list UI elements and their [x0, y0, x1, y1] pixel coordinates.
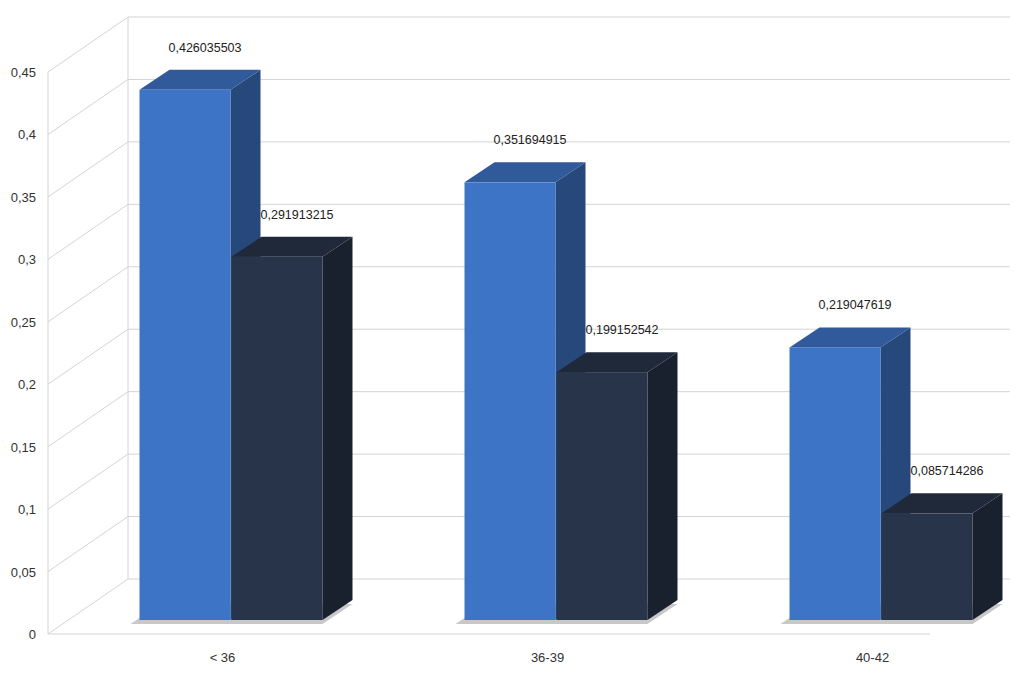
y-tick-label: 0,35 — [11, 190, 36, 205]
y-tick-labels: 0 0,05 0,1 0,15 0,2 0,25 0,3 0,35 0,4 0,45 — [11, 65, 36, 642]
y-axis-front-line — [48, 72, 49, 634]
y-tick-label: 0,2 — [18, 377, 36, 392]
data-label: 0,351694915 — [494, 133, 567, 147]
bar — [882, 493, 1003, 620]
bar — [232, 237, 353, 620]
x-tick-label: 40-42 — [856, 650, 889, 665]
y-tick-label: 0,4 — [18, 127, 36, 142]
grid-line — [48, 17, 1010, 72]
y-tick-label: 0,45 — [11, 65, 36, 80]
data-labels: 0,426035503 0,351694915 0,219047619 0,29191… — [169, 41, 984, 479]
chart-root: 0 0,05 0,1 0,15 0,2 0,25 0,3 0,35 0,4 0,45 0,42603… — [0, 0, 1024, 673]
data-label: 0,085714286 — [911, 464, 984, 478]
bar-front — [465, 182, 556, 620]
bar-top — [790, 327, 911, 347]
x-axis-line — [48, 634, 930, 635]
bar-front — [790, 347, 881, 620]
x-tick-label: 36-39 — [531, 650, 564, 665]
bar-side — [648, 352, 678, 620]
bar-front — [140, 90, 231, 620]
bars — [131, 70, 1003, 624]
bar-top — [882, 493, 1003, 513]
y-tick-label: 0,3 — [18, 252, 36, 267]
bar-front — [557, 372, 648, 620]
grid — [48, 17, 1010, 634]
bar-top — [557, 352, 678, 372]
x-tick-labels: < 36 36-39 40-42 — [210, 650, 889, 665]
y-tick-label: 0,15 — [11, 440, 36, 455]
bar-top — [232, 237, 353, 257]
chart: 0 0,05 0,1 0,15 0,2 0,25 0,3 0,35 0,4 0,45 0,42603… — [0, 0, 1024, 673]
data-label: 0,219047619 — [819, 298, 892, 312]
y-tick-label: 0,25 — [11, 315, 36, 330]
data-label: 0,426035503 — [169, 41, 242, 55]
bar-side — [973, 493, 1003, 620]
data-label: 0,291913215 — [261, 208, 334, 222]
bar-front — [882, 513, 973, 620]
y-tick-label: 0,1 — [18, 502, 36, 517]
y-tick-label: 0 — [29, 627, 36, 642]
bar-top — [465, 162, 586, 182]
bar-front — [232, 257, 323, 620]
data-label: 0,199152542 — [586, 323, 659, 337]
bar-side — [323, 237, 353, 620]
bar — [557, 352, 678, 620]
y-tick-label: 0,05 — [11, 565, 36, 580]
bar-top — [140, 70, 261, 90]
y-axis-line — [128, 17, 129, 579]
x-tick-label: < 36 — [210, 650, 236, 665]
